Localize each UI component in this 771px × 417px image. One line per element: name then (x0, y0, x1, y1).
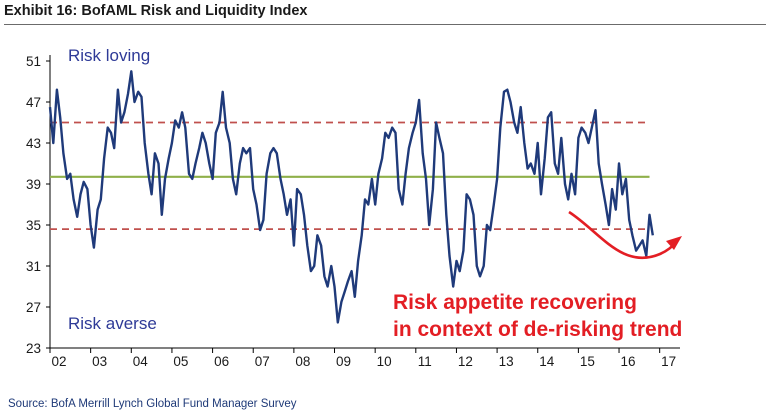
risk-averse-label: Risk averse (68, 314, 157, 333)
x-tick-label: 09 (336, 354, 351, 369)
y-tick-label: 23 (26, 341, 41, 356)
y-tick-label: 47 (26, 95, 41, 110)
x-tick-label: 10 (377, 354, 392, 369)
x-tick-label: 08 (295, 354, 310, 369)
x-tick-label: 17 (661, 354, 676, 369)
x-tick-label: 15 (580, 354, 595, 369)
x-tick-label: 03 (92, 354, 107, 369)
source-note: Source: BofA Merrill Lynch Global Fund M… (8, 398, 297, 410)
x-tick-label: 04 (133, 354, 149, 369)
y-tick-label: 39 (26, 177, 41, 192)
x-tick-label: 02 (51, 354, 66, 369)
title-divider (4, 24, 766, 25)
y-tick-label: 27 (26, 300, 41, 315)
reference-lines (50, 121, 650, 231)
x-tick-label: 13 (499, 354, 514, 369)
x-tick-label: 12 (458, 354, 473, 369)
recovery-arrow-curve (568, 210, 678, 260)
chart-axes: 23 27 31 35 39 43 47 51 02 03 04 05 06 07 08 09 10 11 12 13… (26, 54, 680, 369)
annotation-group: Risk loving Risk averse Risk appetite reco… (68, 46, 682, 341)
risk-loving-label: Risk loving (68, 46, 150, 65)
risk-liquidity-index-line (48, 70, 654, 324)
x-tick-label: 16 (621, 354, 636, 369)
x-tick-label: 06 (214, 354, 229, 369)
x-tick-label: 07 (255, 354, 270, 369)
y-tick-label: 51 (26, 54, 41, 69)
series-group (48, 70, 654, 324)
y-tick-label: 35 (26, 218, 41, 233)
x-tick-label: 11 (418, 354, 432, 369)
x-tick-label: 05 (173, 354, 188, 369)
recovery-annotation-line1: Risk appetite recovering (393, 291, 637, 314)
exhibit-title: Exhibit 16: BofAML Risk and Liquidity In… (4, 3, 308, 19)
recovery-annotation-line2: in context of de-risking trend (393, 318, 682, 341)
y-tick-label: 43 (26, 136, 41, 151)
y-tick-label: 31 (26, 259, 41, 274)
recovery-arrowhead (666, 236, 682, 250)
x-tick-label: 14 (539, 354, 555, 369)
